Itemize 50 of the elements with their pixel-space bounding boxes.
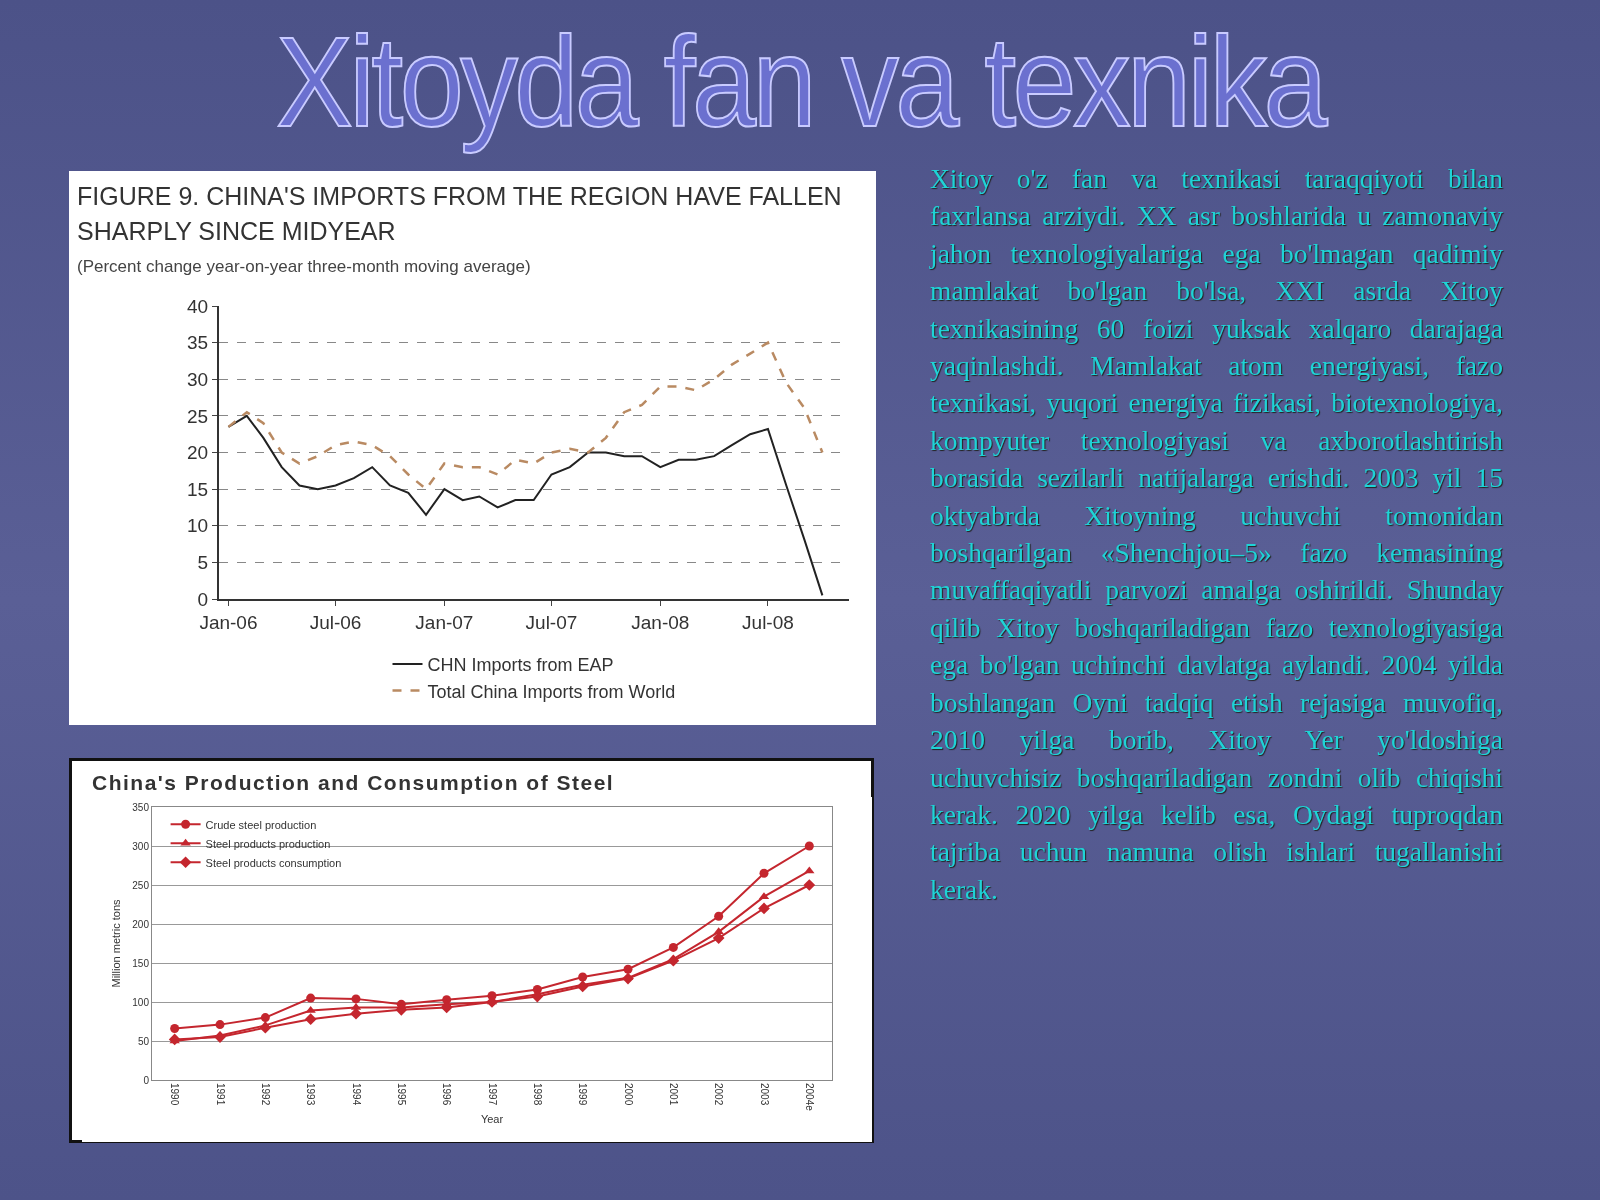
x-tick-label: 1998 [532,1083,544,1106]
y-tick-label: 10 [187,515,209,537]
y-tick-label: 35 [187,332,209,354]
y-tick-label: 0 [197,588,209,610]
y-tick-label: 200 [132,918,150,930]
x-tick-label: 1992 [260,1083,272,1106]
x-tick-label: Jul-08 [742,611,794,633]
x-tick-label: Jul-07 [525,611,578,633]
legend-label: CHN Imports from EAP [427,655,614,676]
legend-label: Steel products production [205,837,331,850]
y-tick-label: 50 [137,1035,150,1047]
y-tick-label: 15 [187,478,209,500]
x-tick-label: 2000 [622,1083,634,1106]
x-tick-label: 1996 [441,1083,453,1106]
y-axis-title: Million metric tons [110,898,122,988]
legend-label: Crude steel production [205,818,317,831]
y-tick-label: 0 [143,1074,150,1086]
x-tick-label: 2002 [713,1083,725,1106]
x-tick-label: 1997 [486,1083,498,1106]
x-tick-label: 1990 [169,1083,181,1106]
y-tick-label: 25 [187,405,209,427]
y-tick-label: 300 [132,840,150,852]
y-tick-label: 30 [187,368,209,390]
x-tick-label: 1991 [214,1083,226,1106]
x-tick-label: 2001 [668,1083,680,1106]
text: Xitoy o'z fan va texnikasi taraqqiyoti bilan faxrlansa arziydi. XX asr boshlarida u zamonaviy jahon texnologiyalariga ega bo'lmagan qadimiy mamlakat bo'lgan bo'lsa, XXI asrda Xitoy texnikasining 60 foizi yuksak xalqaro darajaga yaqinlashdi. Mamlakat atom energiyasi, fazo texnikasi, yuqori energiya fizikasi, biotexnologiya, kompyuter texnologiyasi va axborotlashtirish borasida sezilarli natijalarga erishdi. 2003 yil 15 oktyabrda Xitoyning uchuvchi tomonidan boshqarilgan «Shenchjou–5» fazo kemasining muvaffaqiyatli parvozi amalga oshirildi. Shunday qilib Xitoy boshqariladigan fazo texnologiyasiga ega bo'lgan uchinchi davlatga aylandi. 2004 yilda boshlangan Oyni tadqiq etish rejasiga muvofiq, 2010 yilga borib, Xitoy Yer yo'ldoshiga uchuvchisiz boshqariladigan zondni olib chiqishi kerak. 2020 yilga kelib esa, Oydagi tuproqdan tajriba uchun namuna olish ishlari tugallanishi kerak. [930,163,1503,905]
x-tick-label: 2003 [758,1083,770,1106]
x-axis-title: Year [480,1113,504,1125]
x-tick-label: Jul-06 [309,611,362,633]
x-tick-label: Jan-06 [199,611,258,633]
chart-title: FIGURE 9. CHINA'S IMPORTS FROM THE REGION HAVE FALLEN SHARPLY SINCE MIDYEAR [77,181,843,247]
x-tick-label: 1994 [350,1083,362,1106]
y-tick-label: 100 [132,996,150,1008]
y-tick-label: 250 [132,879,150,891]
chart-subtitle: (Percent change year-on-year three-month moving average) [77,257,531,277]
y-tick-label: 20 [187,442,209,464]
y-tick-label: 150 [132,957,150,969]
x-tick-label: Jan-07 [415,611,474,633]
text: Xitoyda fan va texnika [275,9,1327,155]
y-tick-label: 5 [197,552,209,574]
legend-label: Steel products consumption [205,856,342,869]
x-tick-label: 1995 [396,1083,408,1106]
x-tick-label: 1999 [577,1083,589,1106]
x-tick-label: 2004e [804,1083,816,1112]
y-tick-label: 40 [187,295,209,317]
y-tick-label: 350 [132,801,150,813]
legend-label: Total China Imports from World [427,681,676,702]
x-tick-label: Jan-08 [631,611,690,633]
x-tick-label: 1993 [305,1083,317,1106]
chart-title: China's Production and Consumption of Steel [92,770,616,796]
